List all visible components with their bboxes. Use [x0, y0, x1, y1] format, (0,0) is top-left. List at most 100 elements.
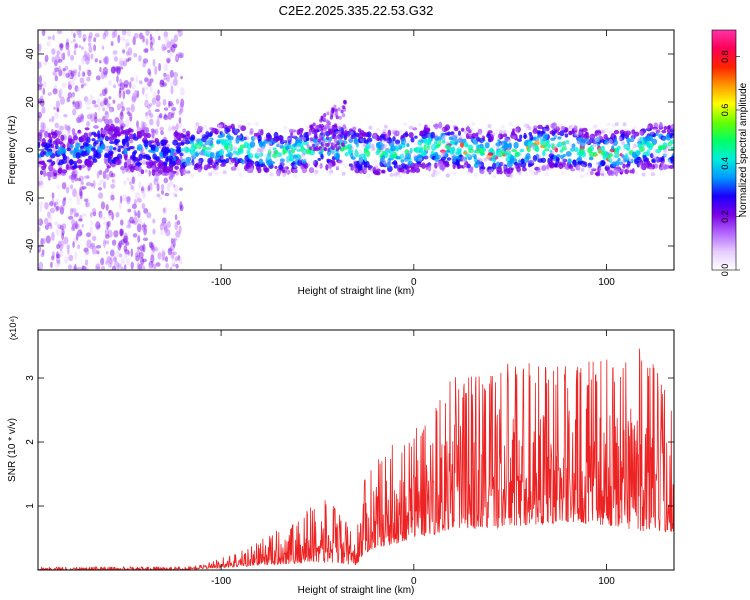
spectrogram-cell: [140, 265, 146, 270]
spectrogram-cell: [172, 43, 178, 49]
spectrogram-cell: [554, 147, 558, 153]
spectrogram-cell: [387, 129, 392, 137]
spectrogram-cell: [584, 172, 589, 177]
spectrogram-cell: [473, 153, 477, 160]
spectrogram-cell: [83, 198, 89, 203]
spectrogram-cell: [623, 127, 628, 132]
spectrogram-cell: [56, 108, 60, 113]
spectrogram-cell: [161, 222, 165, 227]
spectrogram-cell: [395, 139, 401, 145]
spectrogram-cell: [661, 145, 667, 150]
spectrogram-cell: [490, 147, 494, 153]
spectrogram-cell: [349, 146, 354, 150]
spectrogram-cell: [38, 115, 41, 122]
spectrogram-cell: [105, 123, 110, 128]
spectrogram-cell: [136, 144, 143, 151]
spectrogram-cell: [404, 149, 410, 155]
spectrogram-cell: [124, 195, 130, 203]
spectrogram-cell: [163, 77, 168, 81]
spectrogram-cell: [232, 139, 236, 144]
spectrogram-cell: [662, 136, 666, 141]
spectrogram-cell: [94, 58, 98, 63]
spectrogram-cell: [479, 143, 484, 149]
spectrogram-cell: [39, 129, 45, 133]
spectrogram-cell: [127, 47, 133, 56]
spectrogram-cell: [86, 163, 92, 168]
spectrogram-cell: [124, 264, 127, 270]
spectrogram-cell: [159, 163, 165, 167]
spectrogram-cell: [209, 140, 214, 145]
spectrogram-cell: [40, 131, 44, 138]
spectrogram-cell: [129, 139, 134, 144]
spectrogram-cell: [453, 126, 458, 130]
spectrogram-cell: [424, 155, 429, 160]
spectrogram-cell: [423, 137, 428, 144]
spectrogram-cell: [331, 131, 335, 136]
spectrogram-cell: [97, 118, 103, 123]
spectrogram-cell: [434, 134, 439, 139]
spectrogram-cell: [227, 131, 232, 136]
spectrogram-cell: [525, 152, 531, 160]
spectrogram-cell: [500, 125, 505, 129]
spectrogram-cell: [61, 82, 67, 88]
spectrogram-cell: [475, 147, 480, 152]
spectrogram-cell: [196, 144, 201, 149]
spectrogram-cell: [66, 96, 71, 103]
spectrogram-cell: [42, 87, 46, 96]
spectrogram-cell: [652, 126, 658, 130]
spectrogram-cell: [629, 169, 634, 174]
spectrogram-cell: [438, 121, 443, 129]
spectrogram-cell: [624, 153, 629, 159]
spectrogram-cell: [126, 177, 131, 182]
spectrogram-cell: [515, 127, 520, 132]
spectrogram-cell: [101, 88, 107, 97]
spectrogram-cell: [498, 152, 502, 157]
spectrogram-cell: [62, 72, 66, 77]
spectrogram-cell: [302, 140, 309, 146]
spectrogram-cell: [124, 129, 130, 135]
spectrogram-cell: [543, 128, 548, 133]
spectrogram-cell: [133, 209, 137, 214]
spectrogram-cell: [530, 170, 535, 175]
spectrogram-cell: [150, 146, 157, 151]
spectrogram-cell: [107, 212, 114, 220]
spectrogram-cell: [406, 143, 410, 148]
x-tick-label: 0: [411, 277, 417, 288]
spectrogram-cell: [318, 124, 322, 129]
spectrogram-cell: [40, 253, 45, 258]
spectrogram-cell: [608, 149, 613, 154]
spectrogram-cell: [338, 115, 342, 120]
spectrogram-cell: [449, 151, 455, 155]
spectrogram-cell: [452, 162, 456, 170]
spectrogram-cell: [38, 61, 42, 69]
spectrogram-cell: [134, 90, 138, 94]
spectrogram-cell: [39, 95, 44, 103]
spectrogram-cell: [136, 262, 140, 270]
spectrogram-cell: [359, 159, 364, 164]
spectrogram-cell: [318, 135, 322, 140]
spectrogram-cell: [577, 138, 582, 143]
spectrogram-cell: [196, 149, 201, 154]
spectrogram-cell: [449, 140, 456, 145]
spectrogram-cell: [177, 52, 183, 56]
spectrogram-cell: [546, 167, 551, 172]
spectrogram-cell: [459, 142, 465, 148]
spectrogram-cell: [104, 234, 110, 239]
spectrogram-cell: [256, 151, 261, 156]
spectrogram-cell: [216, 128, 221, 133]
spectrogram-cell: [205, 128, 210, 133]
spectrogram-cell: [454, 134, 459, 139]
spectrogram-cell: [189, 148, 196, 156]
spectrogram-cell: [102, 239, 107, 248]
spectrogram-cell: [372, 166, 377, 174]
spectrogram-cell: [650, 172, 655, 177]
spectrogram-cell: [70, 40, 75, 45]
spectrogram-cell: [550, 123, 556, 129]
spectrogram-cell: [86, 146, 91, 154]
spectrogram-cell: [105, 101, 112, 106]
spectrogram-cell: [152, 244, 157, 253]
spectrogram-cell: [154, 181, 161, 186]
spectrogram-cell: [618, 161, 624, 166]
spectrogram-cell: [38, 180, 42, 188]
spectrogram-cell: [86, 76, 91, 82]
